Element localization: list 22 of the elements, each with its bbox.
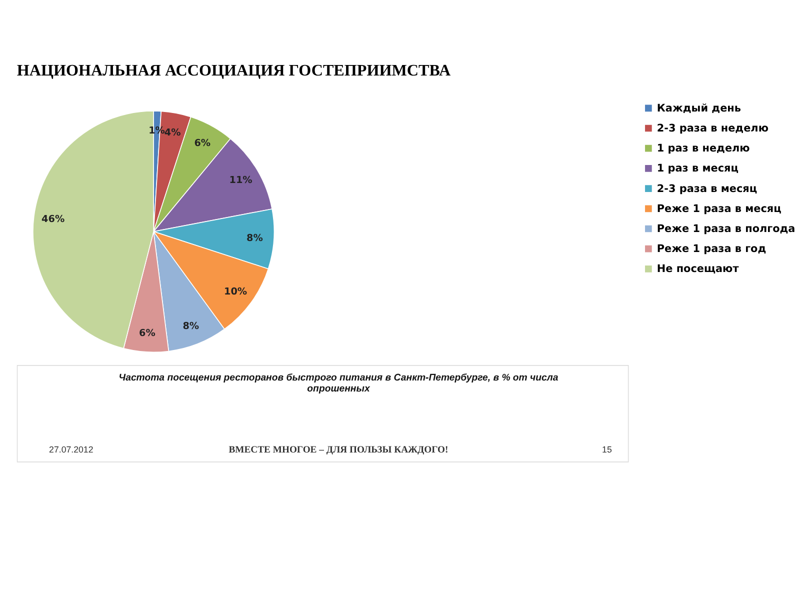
legend-label: 1 раз в неделю <box>656 142 750 155</box>
text: 27.07.2012 <box>49 444 94 455</box>
chart-title: НАЦИОНАЛЬНАЯ АССОЦИАЦИЯ ГОСТЕПРИИМСТВА <box>16 62 451 80</box>
data-label: 6% <box>139 328 156 339</box>
data-label: 8% <box>182 320 200 332</box>
text: 15 <box>602 444 612 455</box>
data-label: 8% <box>246 233 264 244</box>
text: Частота посещения ресторанов быстрого питания в Санкт-Петербурге, в % от числа опрошенных <box>118 372 559 395</box>
legend-label: Реже 1 раза в год <box>656 243 766 256</box>
data-label: 11% <box>229 175 253 186</box>
data-label: 46% <box>42 214 65 226</box>
data-label: 4% <box>164 127 182 138</box>
legend-label: 2-3 раза в неделю <box>656 122 768 134</box>
legend-label: Не посещают <box>656 263 739 276</box>
legend-label: Каждый день <box>656 102 742 114</box>
data-label: 10% <box>224 286 248 298</box>
legend-label: Реже 1 раза в месяц <box>656 202 782 215</box>
text: ВМЕСТЕ МНОГОЕ – ДЛЯ ПОЛЬЗЫ КАЖДОГО! <box>228 444 448 456</box>
data-label: 6% <box>194 138 211 150</box>
legend-label: 2-3 раза в месяц <box>656 182 758 195</box>
legend-label: 1 раз в месяц <box>656 162 739 175</box>
legend-label: Реже 1 раза в полгода <box>656 222 796 235</box>
